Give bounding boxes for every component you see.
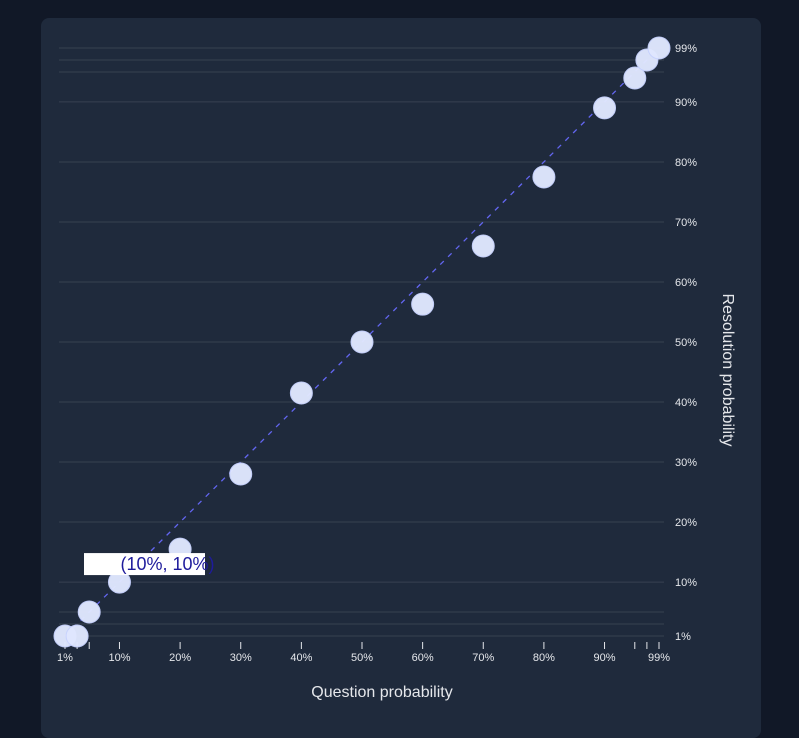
x-axis-ticks: 1% 10% 20% 30% 40% 50% 60% 70% 80% 90% 99% [57, 642, 670, 664]
data-point [471, 234, 495, 258]
x-tick-label: 20% [169, 652, 191, 664]
x-tick-label: 50% [351, 652, 373, 664]
y-tick-label: 1% [675, 631, 691, 643]
data-point [411, 292, 435, 316]
y-tick-label: 60% [675, 277, 697, 289]
y-axis-title: Resolution probability [719, 294, 736, 447]
calibration-chart: 1% 10% 20% 30% 40% 50% 60% 70% 80% 90% 99% 1% 10% 20… [53, 36, 736, 701]
data-point [532, 165, 556, 189]
y-axis-ticks: 1% 10% 20% 30% 40% 50% 60% 70% 80% 90% 99% [675, 43, 697, 643]
y-tick-label: 40% [675, 397, 697, 409]
x-tick-label: 80% [533, 652, 555, 664]
y-tick-label: 20% [675, 517, 697, 529]
x-tick-label: 10% [108, 652, 130, 664]
x-axis-title: Question probability [311, 684, 452, 701]
x-tick-label: 60% [412, 652, 434, 664]
y-tick-label: 70% [675, 217, 697, 229]
x-tick-label: 70% [472, 652, 494, 664]
y-tick-label: 10% [675, 577, 697, 589]
y-tick-label: 30% [675, 457, 697, 469]
x-tick-label: 90% [594, 652, 616, 664]
tooltip-text: (10%, 10%) [120, 554, 214, 574]
data-point [65, 624, 89, 648]
x-tick-label: 40% [290, 652, 312, 664]
data-point [593, 96, 617, 120]
chart-card: 1% 10% 20% 30% 40% 50% 60% 70% 80% 90% 99% 1% 10% 20… [41, 18, 761, 738]
data-point [350, 330, 374, 354]
y-tick-label: 80% [675, 157, 697, 169]
reference-line [64, 47, 660, 637]
data-point [229, 462, 253, 486]
x-tick-label: 30% [230, 652, 252, 664]
x-tick-label: 99% [648, 652, 670, 664]
data-point [623, 66, 647, 90]
y-tick-label: 50% [675, 337, 697, 349]
point-tooltip: (10%, 10%) [84, 553, 215, 576]
x-tick-label: 1% [57, 652, 73, 664]
tooltip-box [84, 553, 205, 576]
data-point [647, 36, 671, 60]
y-tick-label: 99% [675, 43, 697, 55]
data-points [53, 36, 671, 648]
y-tick-label: 90% [675, 97, 697, 109]
data-point [77, 600, 101, 624]
data-point [289, 381, 313, 405]
